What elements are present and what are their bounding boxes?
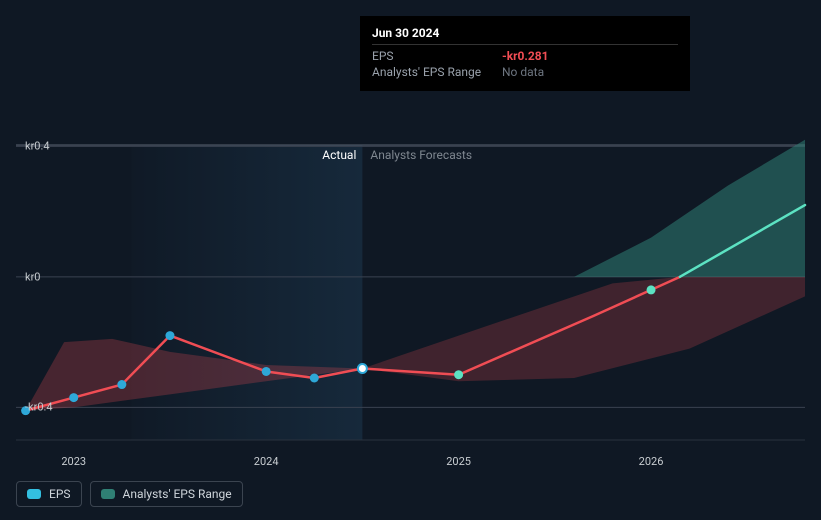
tooltip-row-value: No data xyxy=(502,65,544,79)
legend-swatch-icon xyxy=(101,489,115,499)
x-tick-label: 2023 xyxy=(61,455,86,468)
y-tick-label: kr0 xyxy=(25,270,41,283)
tooltip-row-range: Analysts' EPS Range No data xyxy=(372,65,678,79)
tooltip-row-value: -kr0.281 xyxy=(502,49,549,63)
x-tick-label: 2024 xyxy=(254,455,279,468)
legend: EPS Analysts' EPS Range xyxy=(16,481,243,507)
tooltip-row-eps: EPS -kr0.281 xyxy=(372,49,678,63)
region-label-forecast: Analysts Forecasts xyxy=(370,148,472,162)
legend-swatch-icon xyxy=(27,489,41,499)
x-tick-label: 2025 xyxy=(446,455,471,468)
region-label-actual: Actual xyxy=(322,148,356,162)
tooltip-date: Jun 30 2024 xyxy=(372,26,678,40)
tooltip-row-label: EPS xyxy=(372,49,502,63)
x-tick-label: 2026 xyxy=(639,455,664,468)
y-tick-label: -kr0.4 xyxy=(25,401,53,414)
y-tick-label: kr0.4 xyxy=(25,140,50,153)
legend-item-range[interactable]: Analysts' EPS Range xyxy=(90,481,243,507)
chart-tooltip: Jun 30 2024 EPS -kr0.281 Analysts' EPS R… xyxy=(360,16,690,91)
tooltip-divider xyxy=(372,44,678,45)
legend-item-eps[interactable]: EPS xyxy=(16,481,82,507)
tooltip-row-label: Analysts' EPS Range xyxy=(372,65,502,79)
eps-chart: -kr0.4 kr0 kr0.4 2023 2024 2025 2026 Act… xyxy=(0,0,821,520)
legend-item-label: Analysts' EPS Range xyxy=(123,487,232,501)
legend-item-label: EPS xyxy=(49,487,71,501)
